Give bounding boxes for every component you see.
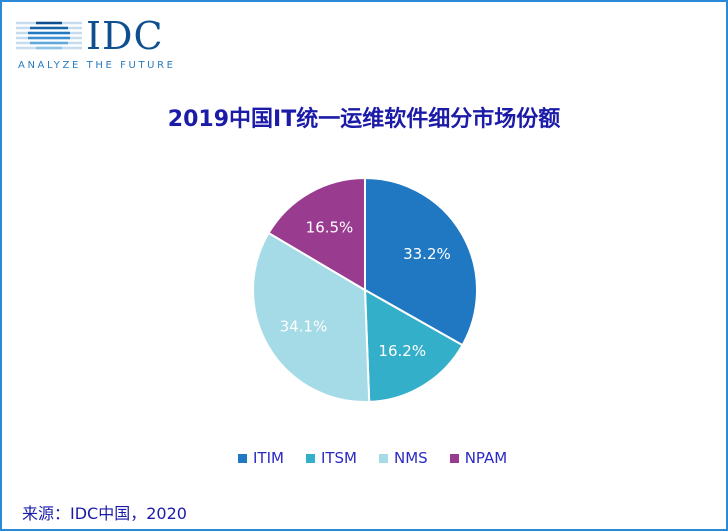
legend-label: NMS — [394, 449, 428, 467]
legend-label: ITSM — [320, 449, 358, 467]
legend-item-nms: NMS — [379, 449, 428, 467]
logo-wordmark: IDC — [86, 14, 164, 58]
legend-swatch — [305, 453, 315, 463]
idc-globe-icon — [16, 21, 82, 50]
source-note: 来源：IDC中国，2020 — [22, 504, 187, 523]
pie-slice-npam — [267, 176, 366, 292]
legend-item-itim: ITIM — [238, 449, 284, 467]
legend-swatch — [449, 453, 459, 463]
legend-swatch — [238, 453, 247, 463]
legend-swatch — [379, 453, 389, 463]
chart-title: 2019中国IT统一运维软件细分市场份额 — [167, 107, 561, 132]
data-label-nms: 34.1% — [280, 318, 328, 336]
chart-legend: ITIM ITSM NMS NPAM — [238, 449, 507, 467]
pie-slice-itim — [364, 176, 478, 347]
legend-label: ITIM — [253, 449, 284, 467]
idc-logo: IDC ANALYZE THE FUTURE — [16, 14, 176, 74]
data-label-itsm: 16.2% — [378, 342, 426, 360]
data-label-npam: 16.5% — [306, 219, 354, 237]
logo-tagline: ANALYZE THE FUTURE — [18, 60, 176, 71]
legend-item-itsm: ITSM — [305, 449, 358, 467]
legend-item-npam: NPAM — [449, 449, 508, 467]
pie-slice-itsm — [363, 288, 464, 403]
data-label-itim: 33.2% — [403, 245, 451, 263]
legend-label: NPAM — [464, 449, 508, 467]
pie-slice-nms — [252, 231, 371, 403]
